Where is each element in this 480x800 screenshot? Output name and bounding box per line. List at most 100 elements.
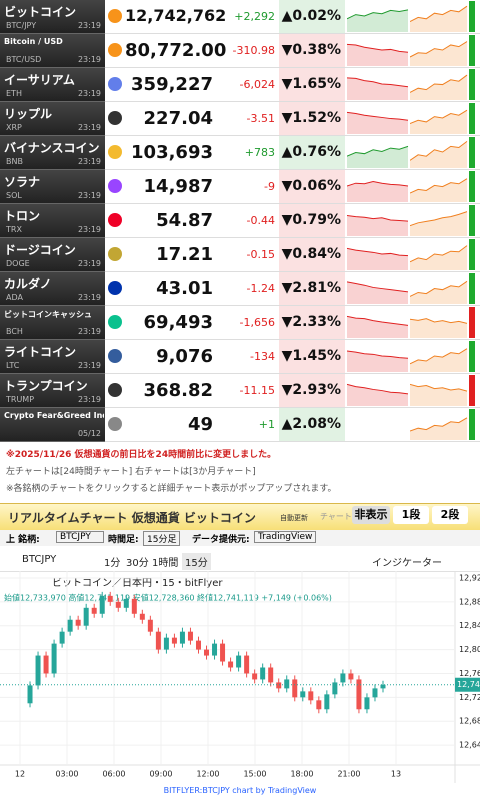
coin-name: ドージコイン [4,243,76,257]
spark-area [347,281,408,304]
coin-code: XRP [6,123,22,132]
x-tick-label: 12 [15,770,25,779]
coin-icon [108,247,122,261]
time: 23:19 [77,395,101,404]
change: -9 [264,180,275,193]
candle [244,655,250,674]
name-cell: カルダノ ADA 23:19 [0,272,105,306]
change: -310.98 [232,44,275,57]
spark-chart[interactable] [347,204,409,236]
symbol[interactable]: BTCJPY [22,554,57,565]
label: データ提供元: [192,535,250,545]
price: 54.87 [156,210,213,231]
y-tick-label: 12,760,000 [459,669,480,678]
coin-code: LTC [6,361,20,370]
pct-cell: ▼0.38% [279,34,345,67]
row-line [105,339,480,340]
spark-chart[interactable] [347,340,409,372]
coin-icon [108,111,122,125]
spark-chart[interactable] [410,68,468,100]
trend-bar [469,409,475,440]
select[interactable]: BTCJPY [56,531,104,543]
spark-area [410,6,467,32]
spark-line [410,383,468,392]
button[interactable]: 非表示 [352,506,390,524]
candle [139,613,145,620]
coin-name: リップル [4,107,53,121]
coin-icon [108,145,122,159]
x-tick-label: 03:00 [55,770,78,779]
name-cell: ビットコインキャッシュ BCH 23:19 [0,306,105,340]
spark-chart[interactable] [410,238,468,270]
trend-bar [469,375,475,406]
row-line [105,101,480,102]
candle [147,619,153,632]
price: 12,742,762 [125,6,227,25]
trend-bar [469,35,475,66]
spark-chart[interactable] [410,374,468,406]
spark-chart[interactable] [347,34,409,66]
pct-cell: ▼2.81% [279,272,345,305]
spark-chart[interactable] [410,102,468,134]
y-tick-label: 12,800,000 [459,645,480,654]
spark-area [347,9,408,32]
price: 80,772.00 [125,40,227,61]
change: -1,656 [239,316,275,329]
button[interactable]: 2段 [432,506,468,524]
interval[interactable]: 15分 [182,553,211,570]
spark-chart[interactable] [410,340,468,372]
pct-cell: ▲0.02% [279,0,345,33]
row-line [105,135,480,136]
indicators[interactable]: インジケーター [372,558,442,569]
spark-chart[interactable] [347,272,409,304]
candle [195,640,201,650]
time: 23:19 [77,225,101,234]
pct-cell: ▼0.06% [279,170,345,203]
x-tick-label: 12:00 [196,770,219,779]
spark-area [347,350,408,372]
spark-chart[interactable] [410,272,468,304]
spark-chart[interactable] [410,408,468,440]
name-cell: トランプコイン TRUMP 23:19 [0,374,105,408]
spark-chart[interactable] [410,34,468,66]
select[interactable]: 15分足 [143,531,181,546]
spark-chart[interactable] [410,0,468,32]
time: 23:19 [77,191,101,200]
spark-chart[interactable] [347,136,409,168]
spark-area [410,384,467,406]
spark-chart[interactable] [347,306,409,338]
spark-chart[interactable] [347,374,409,406]
spark-line [347,247,409,257]
candle [300,691,306,698]
spark-chart[interactable] [410,170,468,202]
spark-chart[interactable] [347,170,409,202]
spark-area [410,178,467,202]
spark-chart[interactable] [410,204,468,236]
pct: ▼1.52% [281,110,341,126]
coin-name: Bitcoin / USD [4,37,63,46]
spark-chart[interactable] [347,0,409,32]
spark-chart[interactable] [410,136,468,168]
spark-chart[interactable] [410,306,468,338]
spark-chart[interactable] [347,102,409,134]
coin-name: ライトコイン [4,345,77,359]
candle [356,679,362,710]
coin-icon [108,9,122,23]
interval[interactable]: 30分 [126,558,149,569]
x-tick-label: 13 [391,770,401,779]
widget-title: リアルタイムチャート 仮想通貨 ビットコイン [8,511,256,525]
spark-line [347,77,409,88]
candle [268,667,274,683]
y-tick-label: 12,720,000 [459,693,480,702]
spark-line [410,140,468,161]
note: ※2025/11/26 仮想通貨の前日比を24時間前比に変更しました。 [6,450,277,460]
interval[interactable]: 1時間 [152,558,179,569]
candle [372,688,378,698]
spark-chart[interactable] [347,238,409,270]
interval[interactable]: 1分 [104,558,121,569]
select[interactable]: TradingView [254,531,317,543]
spark-line [410,280,468,297]
spark-chart[interactable] [347,68,409,100]
spark-area [347,77,408,100]
button[interactable]: 1段 [393,506,429,524]
